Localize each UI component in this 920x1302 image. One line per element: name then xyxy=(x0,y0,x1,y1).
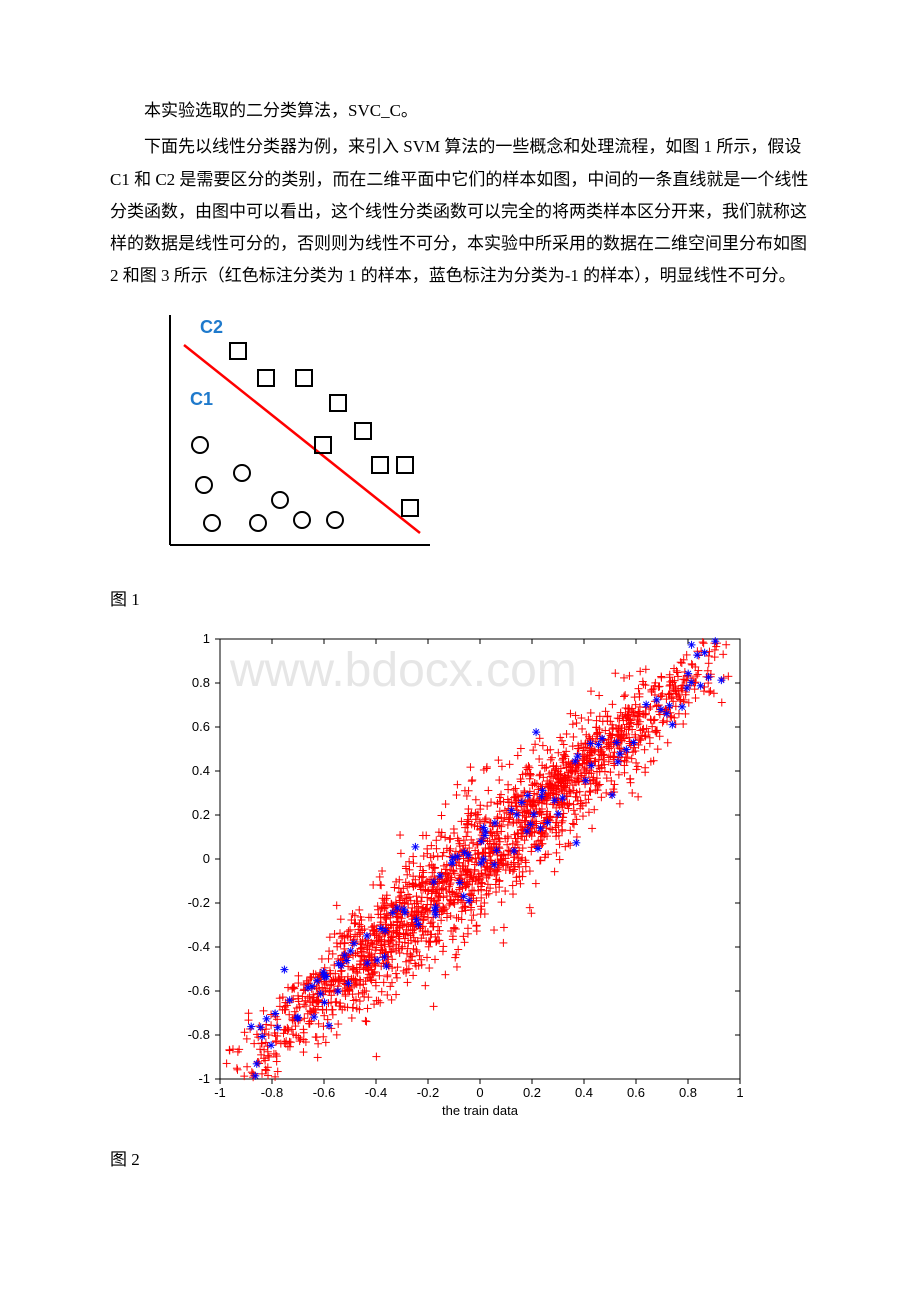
svg-text:-1: -1 xyxy=(198,1071,210,1086)
svg-text:0: 0 xyxy=(476,1085,483,1100)
figure-1: C2 C1 xyxy=(140,305,810,576)
svg-text:-0.6: -0.6 xyxy=(313,1085,335,1100)
svg-text:0.4: 0.4 xyxy=(192,763,210,778)
svg-text:0.6: 0.6 xyxy=(192,719,210,734)
figure-1-caption: 图 1 xyxy=(110,584,810,616)
svg-text:-1: -1 xyxy=(214,1085,226,1100)
svg-text:0.8: 0.8 xyxy=(192,675,210,690)
paragraph-2: 下面先以线性分类器为例，来引入 SVM 算法的一些概念和处理流程，如图 1 所示… xyxy=(110,131,810,292)
svg-text:1: 1 xyxy=(203,631,210,646)
figure-2: -1 -0.8 -0.6 -0.4 -0.2 0 0.2 0.4 0.6 0.8 1 -1 -0.8 -0… xyxy=(165,624,810,1135)
svg-text:-0.2: -0.2 xyxy=(417,1085,439,1100)
svg-text:-0.8: -0.8 xyxy=(188,1027,210,1042)
svg-text:0.6: 0.6 xyxy=(627,1085,645,1100)
svg-text:1: 1 xyxy=(736,1085,743,1100)
svg-text:0.2: 0.2 xyxy=(523,1085,541,1100)
svg-text:-0.4: -0.4 xyxy=(365,1085,387,1100)
svg-text:-0.2: -0.2 xyxy=(188,895,210,910)
figure-2-caption: 图 2 xyxy=(110,1144,810,1176)
svg-text:-0.4: -0.4 xyxy=(188,939,210,954)
svg-text:-0.6: -0.6 xyxy=(188,983,210,998)
svg-text:-0.8: -0.8 xyxy=(261,1085,283,1100)
svg-text:C2: C2 xyxy=(200,317,223,337)
svg-text:0.8: 0.8 xyxy=(679,1085,697,1100)
svg-text:0.2: 0.2 xyxy=(192,807,210,822)
svg-text:C1: C1 xyxy=(190,389,213,409)
paragraph-1: 本实验选取的二分类算法，SVC_C。 xyxy=(110,95,810,127)
svg-text:0.4: 0.4 xyxy=(575,1085,593,1100)
svg-text:0: 0 xyxy=(203,851,210,866)
svg-text:the train data: the train data xyxy=(442,1103,519,1118)
